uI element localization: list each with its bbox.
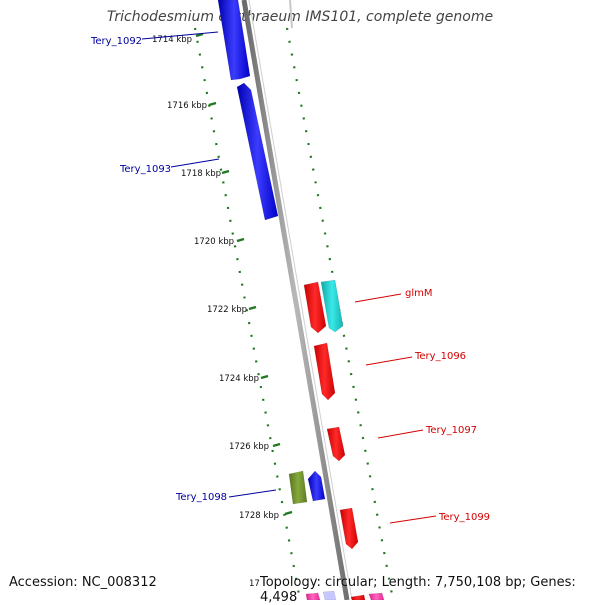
label-leaders: [141, 31, 437, 524]
gene-feature-tery-1099[interactable]: [339, 507, 359, 550]
gene-label-tery-1096[interactable]: Tery_1096: [414, 351, 466, 362]
tick-label-1718: 1718 kbp: [181, 169, 221, 179]
leader-tery-1099: [389, 515, 437, 524]
leader-glmm: [354, 293, 402, 303]
tick-label-cut: 17: [249, 579, 260, 589]
tick-label-1728: 1728 kbp: [239, 511, 279, 521]
tick-mark: [248, 305, 257, 311]
leader-tery-1098: [228, 489, 277, 498]
gene-label-tery-1097[interactable]: Tery_1097: [425, 425, 477, 436]
tick-label-1726: 1726 kbp: [229, 442, 269, 452]
gene-feature-tery-1092[interactable]: [217, 0, 251, 81]
tick-mark: [284, 510, 293, 516]
tick-mark: [236, 237, 245, 243]
genome-backbone-inner: [248, 0, 353, 600]
leader-tery-1093: [170, 158, 220, 168]
gene-feature-bottom-red[interactable]: [350, 594, 366, 600]
gene-features: [217, 0, 385, 600]
tick-label-1714: 1714 kbp: [152, 35, 192, 45]
map-title: Trichodesmium erythraeum IMS101, complet…: [106, 9, 494, 25]
gene-label-glmm[interactable]: glmM: [405, 288, 433, 299]
gene-feature-bottom-blue[interactable]: [322, 590, 337, 600]
tick-label-1720: 1720 kbp: [194, 237, 234, 247]
leader-tery-1092: [141, 31, 219, 40]
gene-label-tery-1093[interactable]: Tery_1093: [119, 164, 171, 175]
gene-feature-bottom-pink-right[interactable]: [368, 592, 385, 600]
gene-label-tery-1098[interactable]: Tery_1098: [175, 492, 227, 503]
tick-label-1724: 1724 kbp: [219, 374, 259, 384]
accession-text: Accession: NC_008312: [9, 575, 157, 590]
tick-label-1722: 1722 kbp: [207, 305, 247, 315]
gene-feature-tery-1098-olive[interactable]: [288, 470, 308, 505]
leader-tery-1097: [377, 429, 424, 439]
gene-feature-glmm-cyan[interactable]: [320, 279, 344, 333]
gene-label-tery-1092[interactable]: Tery_1092: [90, 36, 142, 47]
tick-mark: [221, 169, 230, 175]
tick-mark: [260, 374, 269, 380]
backbone-top-gap: [289, 0, 293, 29]
topology-text: Topology: circular; Length: 7,750,108 bp…: [260, 575, 576, 605]
gene-feature-tery-1097[interactable]: [326, 426, 346, 462]
gene-feature-glmm-red[interactable]: [303, 281, 327, 334]
tick-mark: [272, 442, 281, 448]
gene-feature-tery-1093[interactable]: [236, 82, 279, 221]
tick-mark: [195, 32, 204, 38]
gene-feature-tery-1096[interactable]: [313, 342, 336, 401]
tick-label-1716: 1716 kbp: [167, 101, 207, 111]
tick-mark: [208, 101, 217, 107]
leader-tery-1096: [365, 356, 413, 366]
tick-marks: [195, 32, 293, 516]
genome-backbone: [241, 0, 350, 600]
gene-feature-bottom-pink-left[interactable]: [305, 592, 321, 600]
gene-feature-tery-1098[interactable]: [307, 470, 326, 502]
gene-label-tery-1099[interactable]: Tery_1099: [438, 512, 490, 523]
